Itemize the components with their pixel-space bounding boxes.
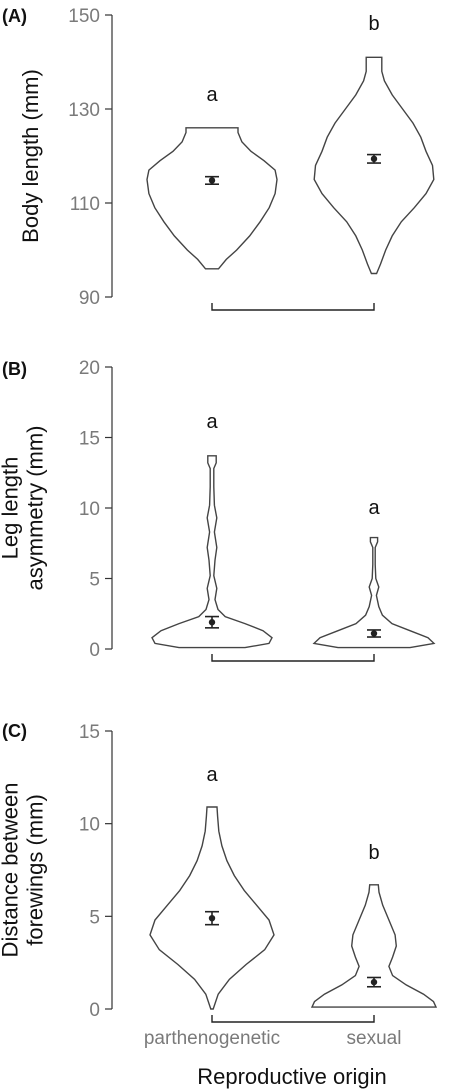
y-tick-label: 0 <box>89 1000 100 1021</box>
mean-point <box>370 978 378 986</box>
y-axis-title: Leg length <box>0 457 23 560</box>
y-tick-label: 130 <box>68 100 100 121</box>
comparison-bracket <box>211 1015 375 1023</box>
y-tick-label: 10 <box>79 815 100 836</box>
x-axis-title: Reproductive origin <box>197 1064 387 1089</box>
panel-c: (C) 0 5 10 15 Distance between forewings (mm) a… <box>0 721 438 1049</box>
y-tick-label: 5 <box>89 570 100 591</box>
y-axis-title: forewings (mm) <box>23 794 48 946</box>
violin-parthenogenetic <box>151 455 273 649</box>
significance-letter: b <box>368 13 379 35</box>
mean-point <box>370 630 378 637</box>
y-tick-label: 90 <box>79 288 100 309</box>
mean-point <box>208 619 216 626</box>
y-tick-label: 20 <box>79 358 100 379</box>
y-axis-title: asymmetry (mm) <box>23 426 48 591</box>
panel-label: (B) <box>2 359 27 379</box>
y-tick-label: 15 <box>79 429 100 450</box>
y-tick-label: 15 <box>79 722 100 743</box>
violin-parthenogenetic <box>146 127 278 270</box>
x-category-label: sexual <box>347 1028 402 1049</box>
y-axis-title: Body length (mm) <box>18 69 43 243</box>
panel-b: (B) 0 5 10 15 20 Leg length asymmetry (mm) a a <box>0 358 436 662</box>
mean-point <box>208 177 216 184</box>
panel-label: (C) <box>2 721 27 741</box>
y-tick-label: 5 <box>89 907 100 928</box>
panel-label: (A) <box>2 6 27 26</box>
mean-point <box>370 155 378 163</box>
significance-letter: a <box>206 84 218 106</box>
significance-letter: b <box>368 842 379 864</box>
y-tick-label: 10 <box>79 499 100 520</box>
significance-letter: a <box>206 411 218 433</box>
comparison-bracket <box>211 303 375 311</box>
y-tick-label: 150 <box>68 6 100 27</box>
x-category-label: parthenogenetic <box>144 1028 280 1049</box>
y-tick-label: 110 <box>70 194 100 215</box>
comparison-bracket <box>211 654 375 662</box>
y-axis-title: Distance between <box>0 783 23 958</box>
violin-sexual <box>313 56 435 275</box>
mean-point <box>208 914 216 922</box>
significance-letter: a <box>368 497 380 519</box>
y-tick-label: 0 <box>89 640 100 661</box>
violin-parthenogenetic <box>149 806 275 1010</box>
violin-sexual <box>312 536 436 649</box>
significance-letter: a <box>206 764 218 786</box>
panel-a: (A) 90 110 130 150 Body length (mm) a b <box>2 6 435 311</box>
violin-sexual <box>310 884 438 1008</box>
